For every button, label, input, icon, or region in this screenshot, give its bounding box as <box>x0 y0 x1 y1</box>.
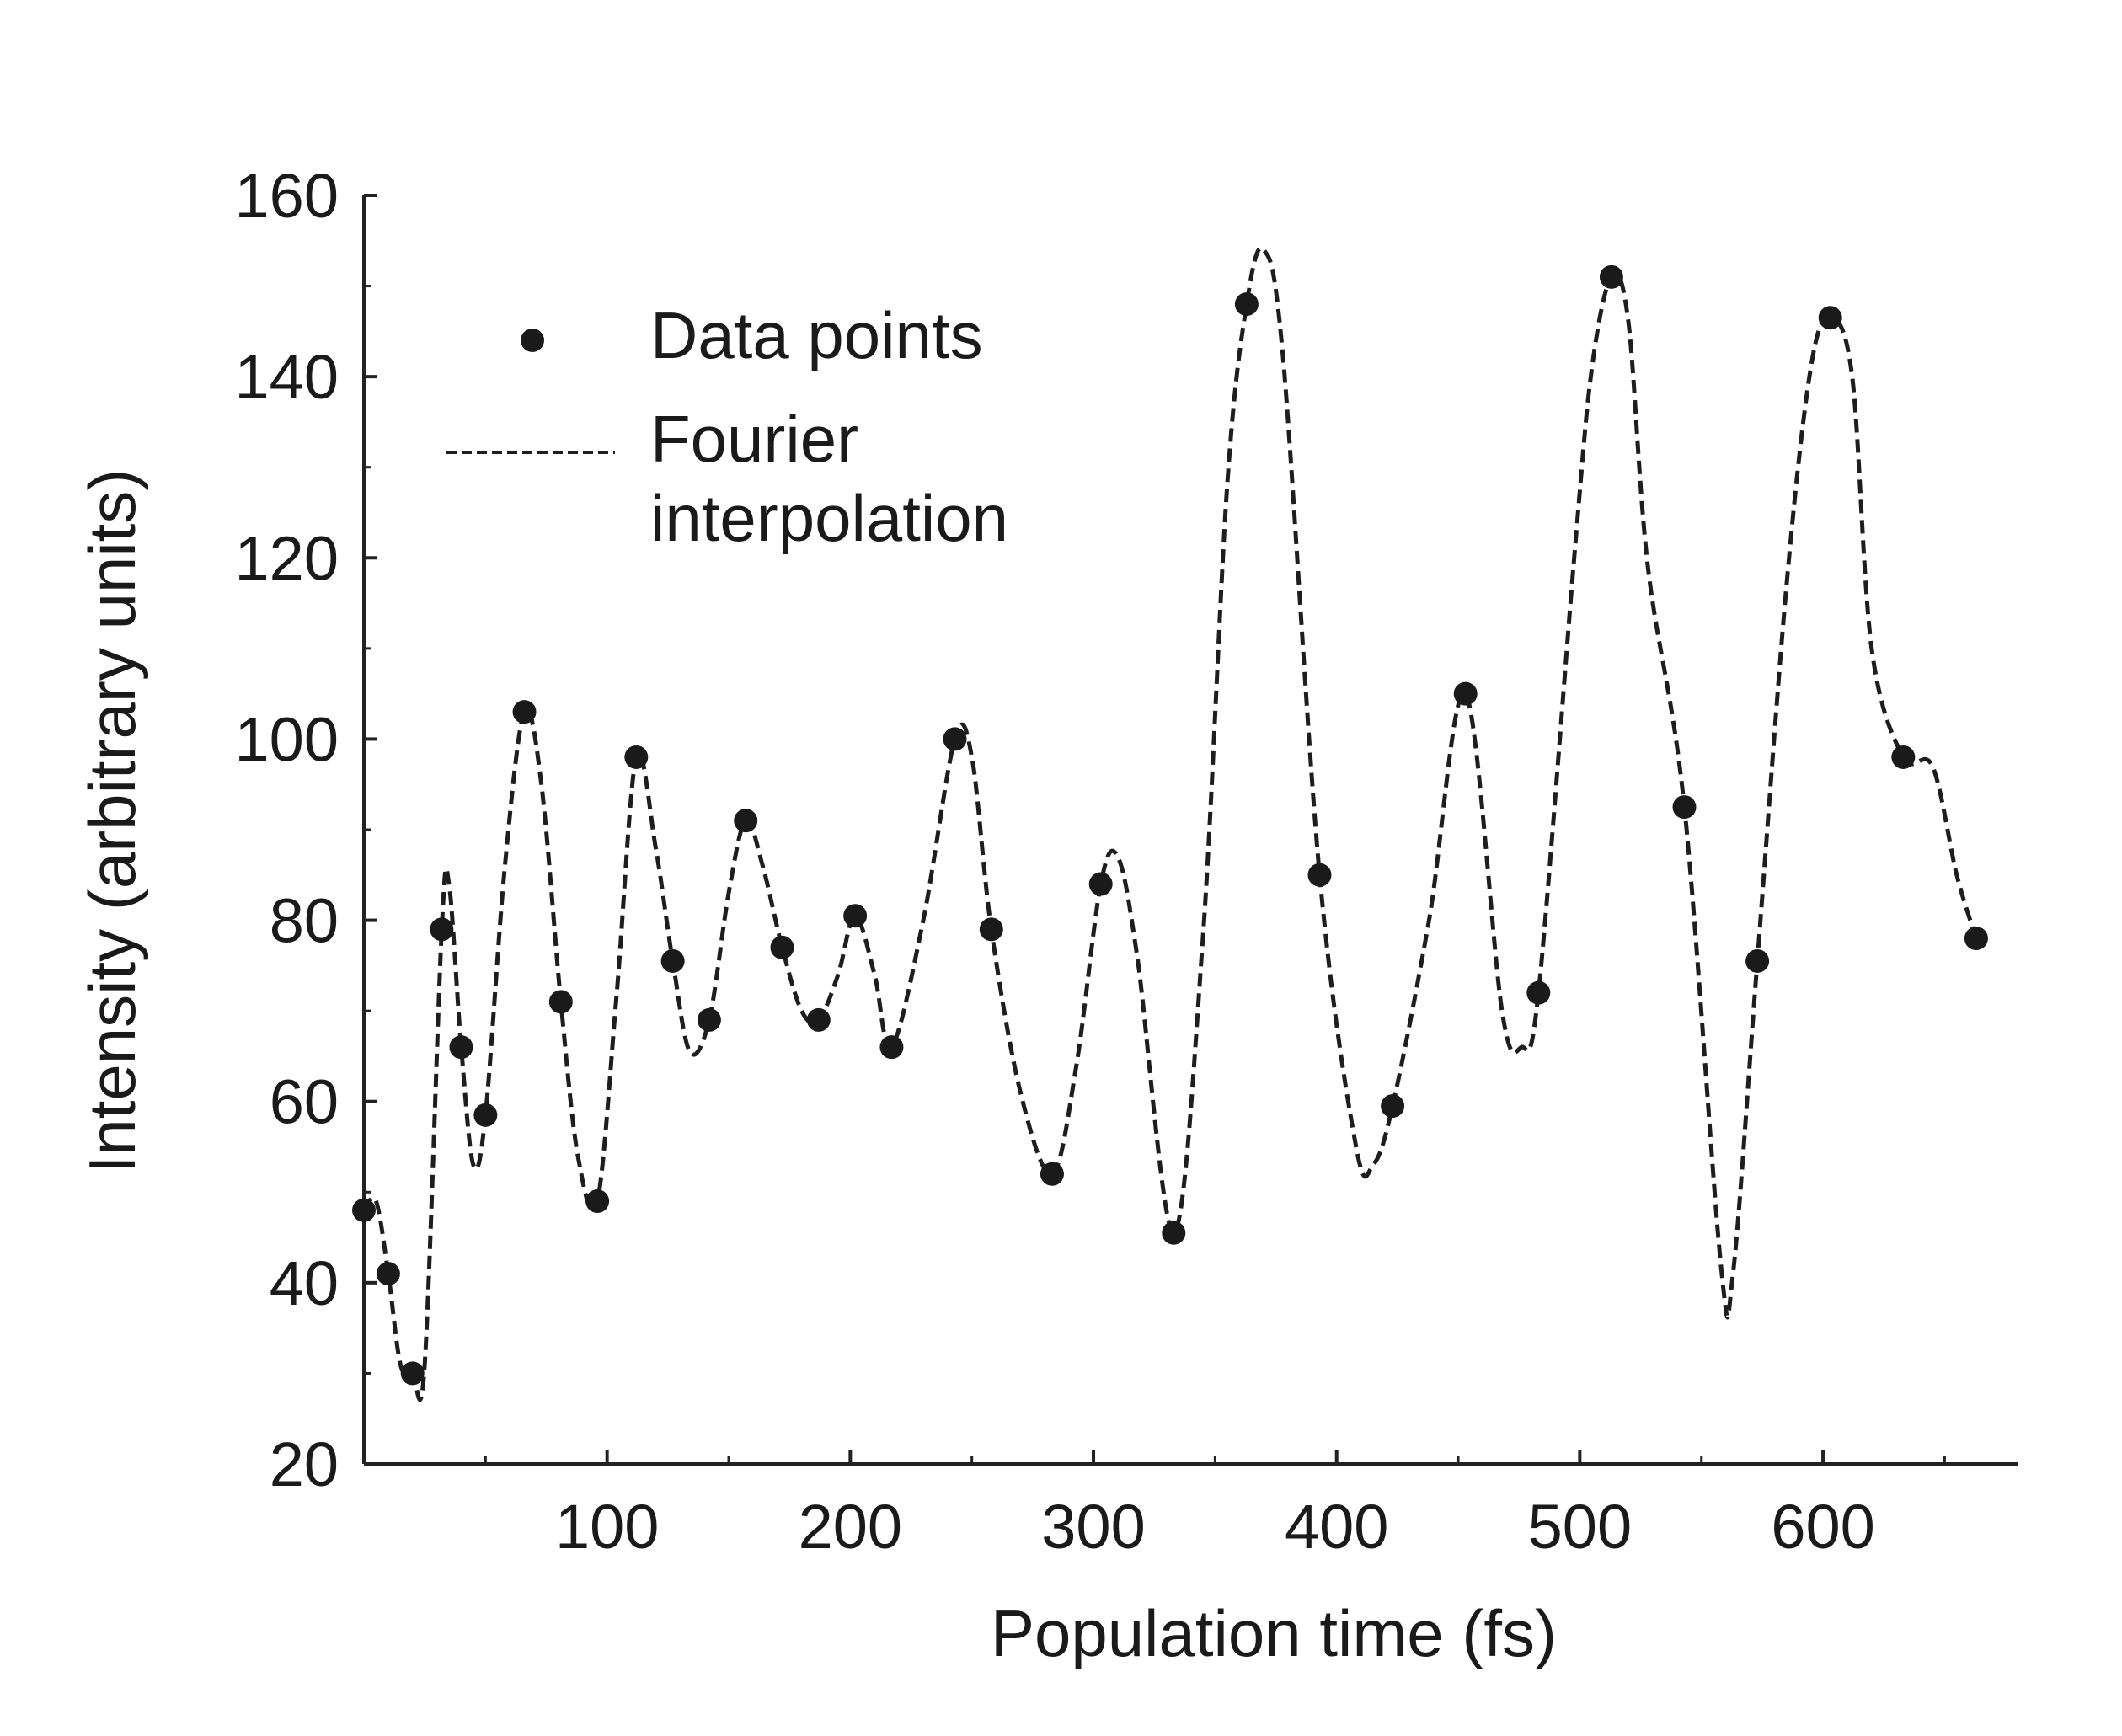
y-ticks <box>364 194 377 1466</box>
data-point <box>770 935 794 959</box>
data-point <box>400 1361 425 1386</box>
data-point <box>734 809 758 833</box>
data-point <box>943 727 967 751</box>
y-tick-label: 60 <box>270 1067 339 1137</box>
y-tick-label: 100 <box>235 704 339 774</box>
data-point <box>449 1035 473 1060</box>
x-tick-label: 600 <box>1771 1492 1874 1562</box>
data-point <box>1453 681 1478 706</box>
data-point <box>1088 872 1113 896</box>
y-tick-label: 120 <box>235 523 339 593</box>
x-axis-title: Population time (fs) <box>991 1596 1557 1670</box>
y-tick-label: 40 <box>270 1248 339 1318</box>
data-point <box>585 1189 610 1214</box>
data-point <box>473 1103 498 1127</box>
x-tick-label: 500 <box>1528 1492 1632 1562</box>
data-point <box>624 745 649 769</box>
data-point <box>1672 795 1697 820</box>
data-point <box>376 1262 400 1286</box>
data-point <box>548 990 573 1014</box>
data-point <box>1162 1221 1186 1245</box>
data-point <box>1234 292 1259 317</box>
legend-data-points-label: Data points <box>650 298 983 372</box>
legend-fourier-label-line2: interpolation <box>650 481 1008 555</box>
x-tick-label: 100 <box>555 1492 659 1562</box>
y-tick-label: 160 <box>235 161 339 231</box>
axes <box>362 195 2018 1466</box>
series-fourier-interpolation-line <box>361 245 1979 1402</box>
data-point <box>660 948 685 973</box>
data-point <box>806 1007 831 1032</box>
x-tick-label: 200 <box>799 1492 902 1562</box>
data-point <box>979 917 1003 942</box>
data-point <box>430 917 454 942</box>
data-point <box>843 904 868 928</box>
series-data-points <box>352 264 1988 1386</box>
data-point <box>1381 1094 1405 1119</box>
data-point <box>697 1007 721 1032</box>
data-point <box>1599 264 1623 289</box>
x-tick-label: 300 <box>1041 1492 1145 1562</box>
y-tick-labels: 20 40 60 80 100 120 140 160 <box>235 161 339 1499</box>
data-point <box>352 1198 376 1222</box>
data-point <box>879 1035 904 1060</box>
x-ticks <box>484 1450 1946 1464</box>
data-point <box>512 700 537 724</box>
data-point <box>1745 948 1770 973</box>
legend-fourier-label-line1: Fourier <box>650 402 858 476</box>
data-point <box>1307 863 1332 887</box>
data-point <box>1891 745 1916 769</box>
y-axis-title: Intensity (arbitrary units) <box>75 469 149 1174</box>
legend: Data points Fourier interpolation <box>446 298 1008 555</box>
x-tick-label: 400 <box>1285 1492 1388 1562</box>
y-tick-label: 20 <box>270 1429 339 1499</box>
legend-data-points-marker <box>521 329 544 352</box>
data-point <box>1818 306 1842 330</box>
data-point <box>1964 927 1988 951</box>
y-tick-label: 140 <box>235 342 339 412</box>
y-tick-label: 80 <box>270 886 339 956</box>
x-tick-labels: 100 200 300 400 500 600 <box>555 1492 1875 1562</box>
data-point <box>1040 1162 1064 1186</box>
data-point <box>1526 980 1551 1005</box>
